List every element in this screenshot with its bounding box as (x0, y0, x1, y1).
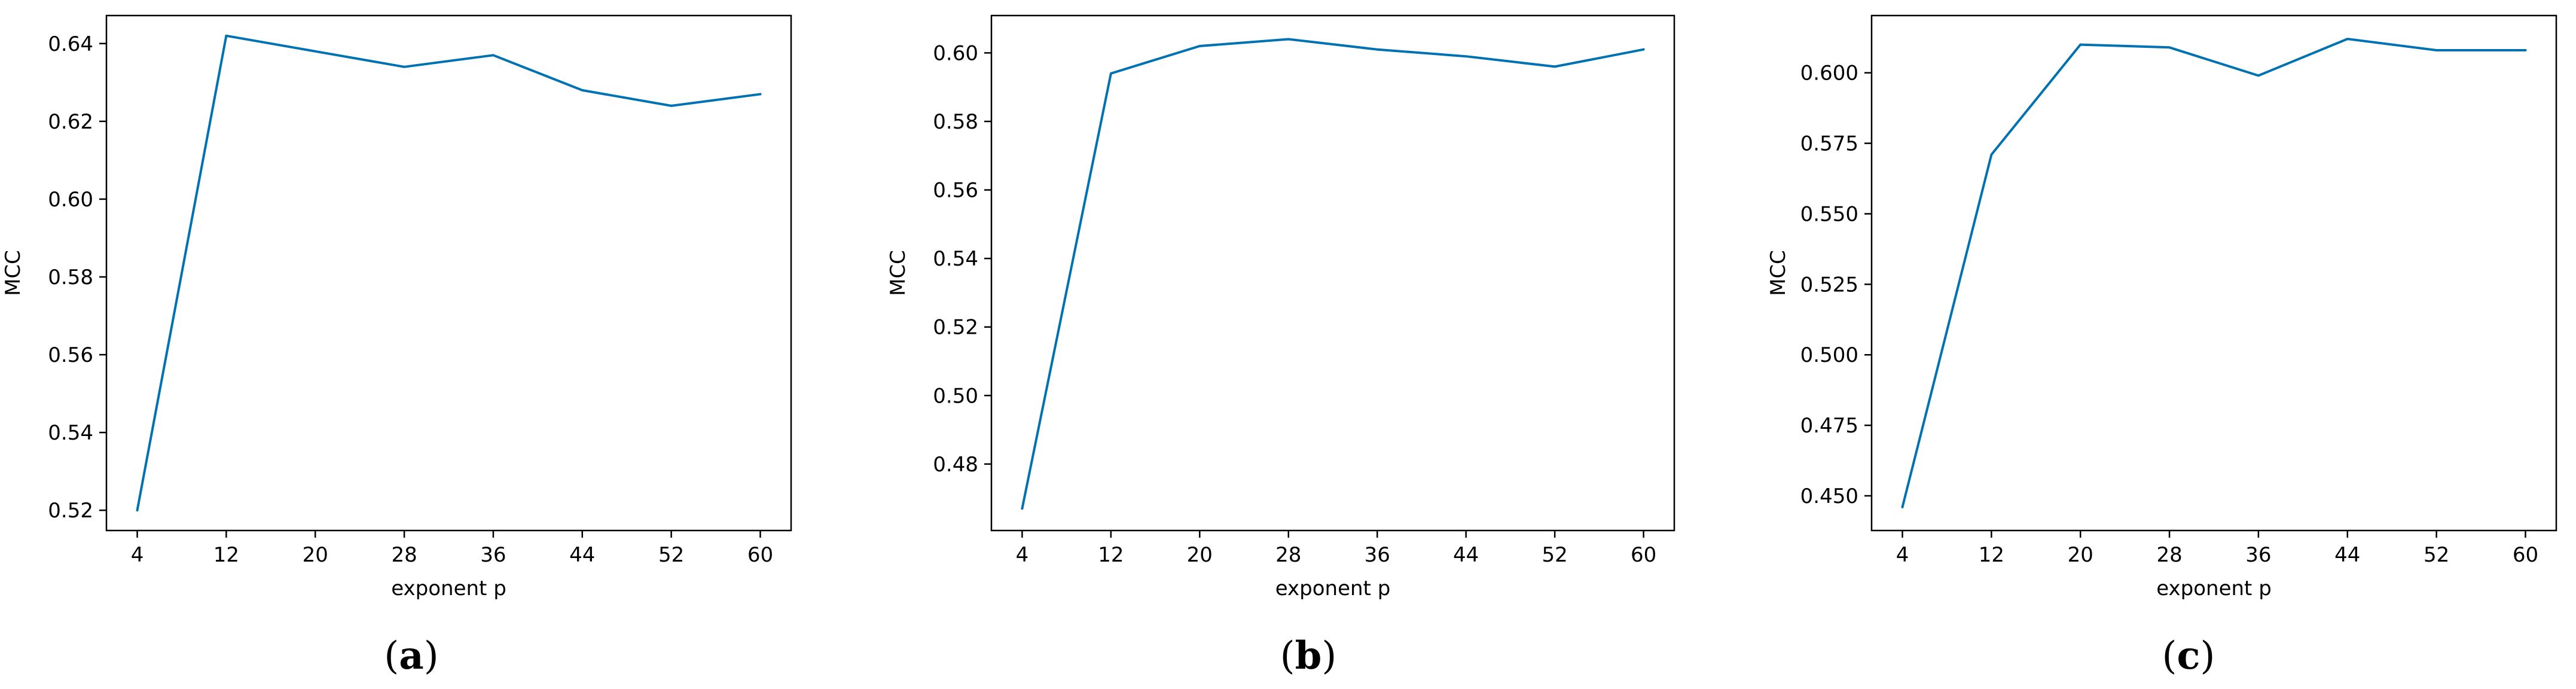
panel-caption: (b) (1280, 633, 1337, 678)
x-tick-label: 4 (1896, 543, 1909, 567)
x-tick-label: 12 (1098, 543, 1124, 567)
caption-letter: c (2177, 633, 2200, 678)
x-tick-label: 60 (2513, 543, 2538, 567)
x-tick-label: 36 (2245, 543, 2271, 567)
panel-caption: (a) (384, 633, 438, 678)
y-tick-label: 0.475 (1800, 414, 1858, 438)
x-tick-label: 20 (303, 543, 328, 567)
panel-caption: (c) (2162, 633, 2215, 678)
y-tick-label: 0.600 (1800, 62, 1858, 86)
chart-panel-b: 4 12 20 28 36 44 52 60 0.48 0.50 0.52 0.54 0.56 0.58 0… (886, 14, 1675, 678)
x-tick-label: 28 (1275, 543, 1301, 567)
series-line (136, 34, 762, 512)
x-tick-label: 20 (2068, 543, 2093, 567)
caption-open-paren: ( (2162, 634, 2177, 678)
y-tick-label: 0.54 (933, 247, 978, 271)
y-axis-label: MCC (886, 250, 910, 296)
x-tick-label: 44 (2334, 543, 2360, 567)
x-tick-label: 4 (1016, 543, 1029, 567)
x-tick-label: 52 (658, 543, 684, 567)
y-tick-label: 0.58 (48, 266, 93, 289)
caption-letter: b (1295, 633, 1322, 678)
chart-panel-a: 4 12 20 28 36 44 52 60 0.52 0.54 0.56 0.58 0.60 0.62 0… (1, 14, 792, 678)
axes-frame (105, 14, 792, 532)
x-tick-label: 12 (213, 543, 239, 567)
y-tick-label: 0.575 (1800, 132, 1858, 156)
caption-letter: a (399, 633, 423, 678)
x-tick-label: 28 (391, 543, 417, 567)
x-tick-label: 52 (1542, 543, 1568, 567)
y-tick-label: 0.60 (933, 41, 978, 65)
x-tick-label: 60 (747, 543, 773, 567)
caption-open-paren: ( (384, 634, 399, 678)
y-tick-label: 0.500 (1800, 343, 1858, 367)
axes-frame (990, 14, 1675, 532)
y-tick-label: 0.64 (48, 32, 93, 56)
y-tick-label: 0.48 (933, 453, 978, 477)
caption-open-paren: ( (1280, 634, 1295, 678)
y-axis-label: MCC (1766, 250, 1790, 296)
x-axis-label: exponent p (2156, 577, 2272, 600)
x-tick-label: 36 (480, 543, 506, 567)
y-tick-label: 0.450 (1800, 484, 1858, 508)
x-tick-label: 4 (131, 543, 144, 567)
y-tick-label: 0.54 (48, 421, 93, 445)
x-tick-label: 12 (1979, 543, 2004, 567)
x-axis-label: exponent p (391, 577, 506, 600)
x-tick-label: 20 (1187, 543, 1213, 567)
y-tick-label: 0.50 (933, 384, 978, 408)
x-tick-label: 44 (1453, 543, 1479, 567)
caption-close-paren: ) (424, 634, 439, 678)
x-tick-label: 36 (1365, 543, 1390, 567)
series-line (1901, 38, 2527, 508)
x-axis-label: exponent p (1275, 577, 1391, 600)
caption-close-paren: ) (2200, 634, 2215, 678)
y-tick-label: 0.56 (48, 343, 93, 367)
x-tick-label: 44 (569, 543, 595, 567)
caption-close-paren: ) (1321, 634, 1336, 678)
y-tick-label: 0.525 (1800, 273, 1858, 297)
axes-frame (1870, 14, 2557, 532)
x-tick-label: 60 (1631, 543, 1656, 567)
x-tick-label: 52 (2424, 543, 2449, 567)
x-tick-label: 28 (2156, 543, 2182, 567)
chart-panel-c: 4 12 20 28 36 44 52 60 0.450 0.475 0.500 0.525 0.550… (1766, 14, 2557, 678)
y-tick-label: 0.56 (933, 179, 978, 203)
y-tick-label: 0.550 (1800, 202, 1858, 226)
y-tick-label: 0.52 (48, 499, 93, 523)
y-axis-label: MCC (1, 250, 25, 296)
y-tick-label: 0.52 (933, 316, 978, 340)
series-line (1021, 38, 1645, 510)
y-tick-label: 0.62 (48, 110, 93, 134)
y-tick-label: 0.60 (48, 188, 93, 212)
y-tick-label: 0.58 (933, 110, 978, 134)
